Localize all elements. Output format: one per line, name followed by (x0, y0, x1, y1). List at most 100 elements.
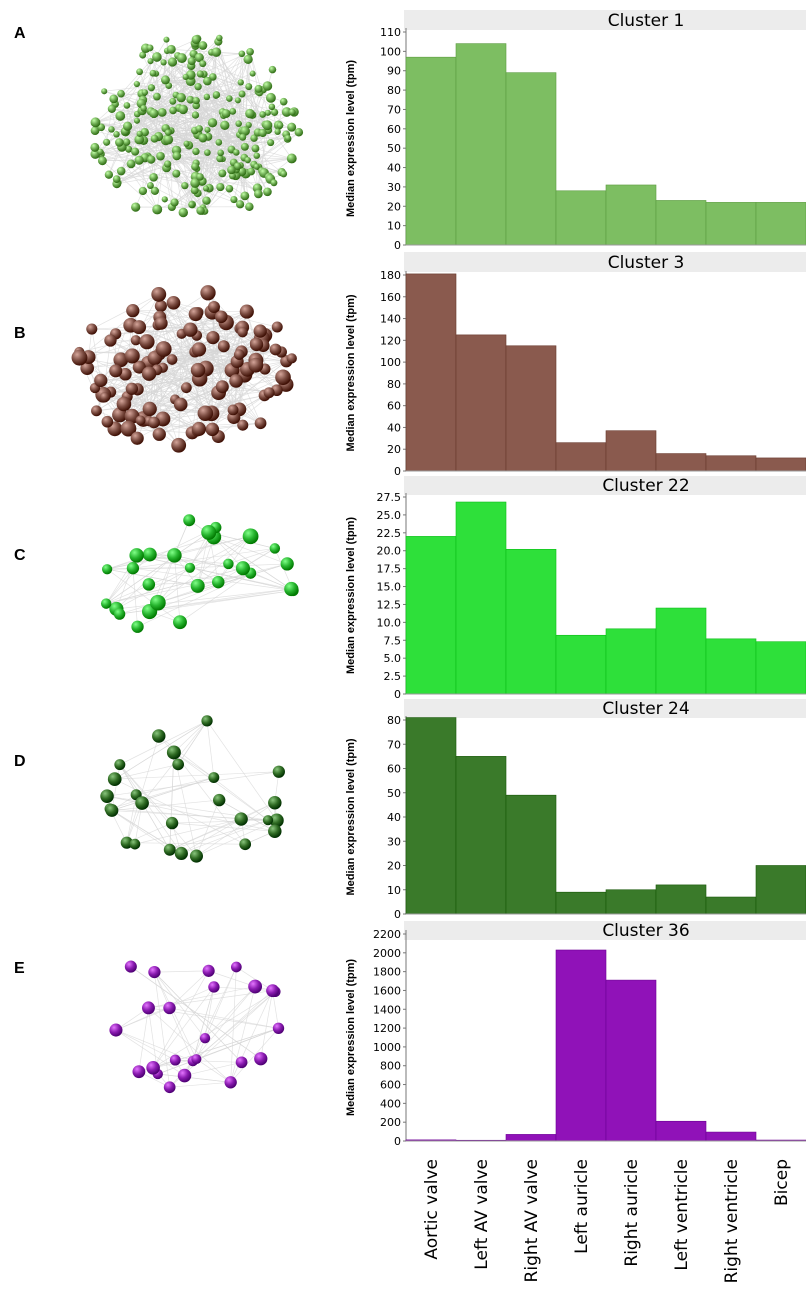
network-edge (157, 535, 251, 603)
y-tick-label: 1600 (373, 984, 401, 997)
network-node (148, 965, 161, 979)
y-tick-label: 40 (387, 421, 401, 434)
network-node (270, 179, 278, 187)
network-node (100, 598, 112, 609)
network-edge (134, 818, 242, 845)
network-node (166, 354, 178, 365)
panel-a: A Cluster 1 Median expression level (tpm) 0… (14, 10, 806, 252)
y-tick-label: 2000 (373, 947, 401, 960)
network-edge (192, 991, 276, 1062)
y-tick-label: 40 (387, 162, 401, 175)
network-edge (169, 1007, 194, 1062)
network-node (123, 121, 133, 131)
network-node (91, 405, 102, 417)
network-edge (205, 376, 284, 414)
y-tick-label: 7.5 (384, 634, 402, 647)
network-node (149, 173, 158, 182)
network-node (191, 162, 200, 171)
network-edge (213, 986, 273, 991)
network-node (205, 422, 220, 437)
network-node (213, 793, 226, 807)
network-edge (169, 1081, 231, 1088)
bar (555, 949, 607, 1142)
network-node (250, 134, 258, 142)
network-node (152, 52, 162, 62)
network-node (146, 44, 154, 52)
network-node (235, 200, 245, 209)
bar (455, 501, 507, 695)
network-node (182, 73, 189, 80)
network-node (154, 299, 167, 313)
network-node (165, 816, 179, 830)
bar (655, 1120, 707, 1142)
network-node (227, 404, 239, 416)
network-node (107, 104, 116, 113)
network-node (263, 187, 272, 197)
chart-title: Cluster 22 (602, 476, 689, 496)
network-edge (111, 799, 220, 811)
network-node (221, 109, 231, 118)
network-node (102, 564, 113, 575)
network-edge (196, 802, 276, 857)
network-edge (219, 799, 275, 832)
network-node (146, 1060, 160, 1075)
y-tick-label: 70 (387, 103, 401, 116)
network-node (147, 84, 155, 92)
network-node (280, 170, 288, 178)
y-tick-label: 60 (387, 400, 401, 413)
network-node (131, 202, 141, 212)
network-node (184, 562, 196, 573)
network-edge (96, 351, 196, 412)
chart-title: Cluster 1 (608, 11, 685, 31)
network-edge (196, 966, 237, 1060)
network-node (263, 387, 275, 399)
network-node (126, 562, 140, 575)
network-edge (204, 986, 215, 1039)
network-node (113, 131, 120, 138)
network-node (120, 420, 137, 437)
network-node (109, 364, 123, 378)
network-node (202, 964, 215, 977)
bar (555, 442, 607, 472)
network-node (97, 156, 107, 166)
y-tick-label: 180 (380, 269, 401, 282)
network-node (191, 111, 200, 119)
bar (605, 628, 657, 695)
network-node (194, 82, 202, 91)
network-node (166, 44, 176, 54)
network-node (229, 374, 243, 388)
network-edge (169, 752, 175, 850)
network-node (142, 578, 156, 591)
network-node (129, 548, 144, 563)
network-node (217, 149, 225, 157)
network-edge (105, 527, 216, 604)
y-tick-label: 80 (387, 714, 401, 727)
network-node (207, 300, 220, 313)
network-edge (136, 83, 220, 143)
network-node (268, 65, 277, 74)
network-node (167, 57, 178, 67)
network-node (245, 121, 252, 129)
network-node (249, 70, 256, 77)
network-edge (126, 842, 246, 845)
network-node (196, 70, 204, 78)
y-axis-label: Median expression level (tpm) (345, 60, 357, 217)
network-node (214, 310, 228, 324)
category-label: Right ventricle (722, 1159, 742, 1283)
network-edge (184, 185, 204, 208)
network-node (173, 615, 187, 630)
y-tick-label: 25.0 (377, 509, 402, 522)
network-graph (90, 34, 304, 218)
network-node (248, 357, 264, 373)
network-node (272, 1022, 285, 1034)
y-tick-label: 90 (387, 65, 401, 78)
y-tick-label: 100 (380, 45, 401, 58)
network-node (183, 140, 190, 147)
network-node (183, 322, 198, 337)
network-edge (130, 163, 193, 205)
network-node (284, 135, 292, 142)
network-node (176, 92, 186, 103)
network-node (204, 149, 211, 156)
network-edge (104, 80, 191, 92)
network-node (240, 191, 250, 201)
